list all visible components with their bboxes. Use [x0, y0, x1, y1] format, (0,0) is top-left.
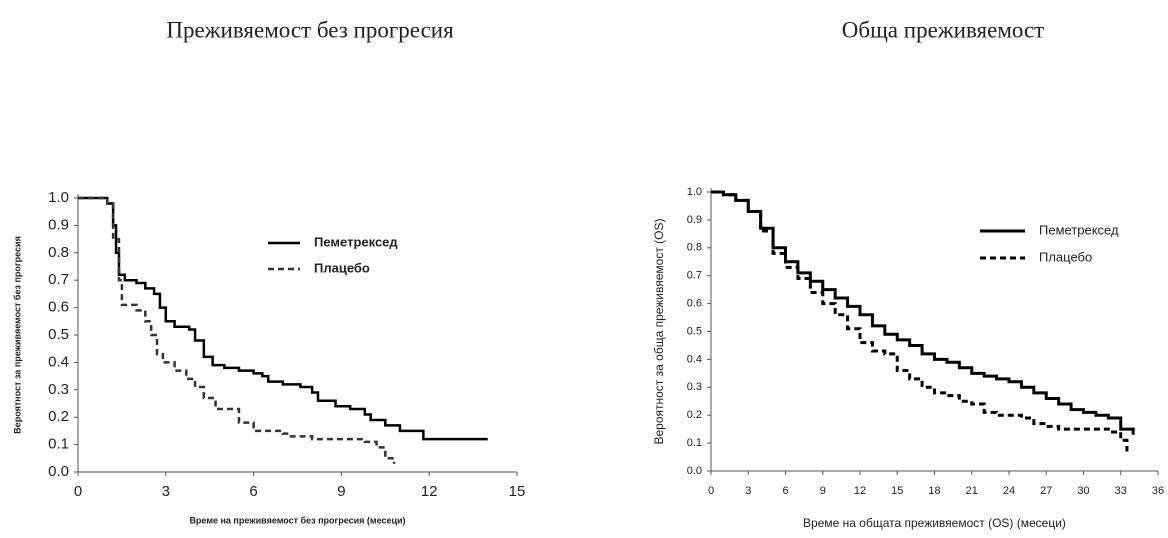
legend-label: Плацебо: [1039, 249, 1092, 264]
x-tick-label: 9: [820, 485, 826, 497]
y-tick-label: 0.0: [48, 463, 69, 480]
x-tick-label: 3: [162, 483, 170, 500]
x-tick-label: 24: [1003, 485, 1015, 497]
x-tick-label: 15: [509, 483, 526, 500]
y-tick-label: 0.5: [687, 325, 702, 337]
x-tick-label: 36: [1152, 485, 1164, 497]
y-tick-label: 1.0: [48, 189, 69, 206]
y-tick-label: 0.6: [687, 298, 702, 310]
y-tick-label: 0.3: [687, 381, 702, 393]
y-tick-label: 0.9: [687, 214, 702, 226]
survival-curve: [711, 190, 1129, 452]
x-tick-label: 3: [745, 485, 751, 497]
y-tick-label: 0.1: [48, 436, 69, 453]
y-axis-label: Вероятност за обща преживяемост (OS): [652, 218, 666, 444]
y-tick-label: 0.8: [687, 242, 702, 254]
x-tick-label: 30: [1077, 485, 1089, 497]
x-tick-label: 21: [966, 485, 978, 497]
x-axis-label: Време на преживяемост без прогресия (мес…: [189, 515, 405, 525]
y-tick-label: 0.5: [48, 326, 69, 343]
x-tick-label: 33: [1115, 485, 1127, 497]
x-tick-label: 6: [249, 483, 257, 500]
x-tick-label: 9: [337, 483, 345, 500]
x-tick-label: 15: [891, 485, 903, 497]
y-tick-label: 0.3: [48, 381, 69, 398]
x-tick-label: 27: [1040, 485, 1052, 497]
x-tick-label: 0: [74, 483, 82, 500]
x-tick-label: 12: [854, 485, 866, 497]
chart-title: Обща преживяемост: [842, 17, 1044, 42]
y-tick-label: 0.4: [687, 353, 702, 365]
legend-label: Пеметрексед: [314, 234, 398, 249]
y-tick-label: 0.8: [48, 244, 69, 261]
y-tick-label: 0.2: [48, 408, 69, 425]
legend-label: Плацебо: [314, 260, 370, 275]
survival-curve: [78, 196, 488, 441]
y-axis-label: Вероятност за преживяемост без прогресия: [12, 236, 22, 434]
y-tick-label: 0.0: [687, 465, 702, 477]
chart-title: Преживяемост без прогресия: [166, 17, 454, 42]
y-tick-label: 0.2: [687, 409, 702, 421]
y-tick-label: 0.6: [48, 299, 69, 316]
y-tick-label: 1.0: [687, 186, 702, 198]
x-tick-label: 0: [708, 485, 714, 497]
x-tick-label: 12: [421, 483, 438, 500]
legend-label: Пеметрексед: [1039, 222, 1119, 237]
y-tick-label: 0.4: [48, 353, 69, 370]
x-tick-label: 18: [928, 485, 940, 497]
y-tick-label: 0.1: [687, 437, 702, 449]
y-tick-label: 0.7: [687, 270, 702, 282]
x-tick-label: 6: [782, 485, 788, 497]
y-tick-label: 0.7: [48, 271, 69, 288]
survival-curve: [78, 196, 396, 464]
y-tick-label: 0.9: [48, 216, 69, 233]
x-axis-label: Време на общата преживяемост (OS) (месец…: [803, 516, 1066, 530]
